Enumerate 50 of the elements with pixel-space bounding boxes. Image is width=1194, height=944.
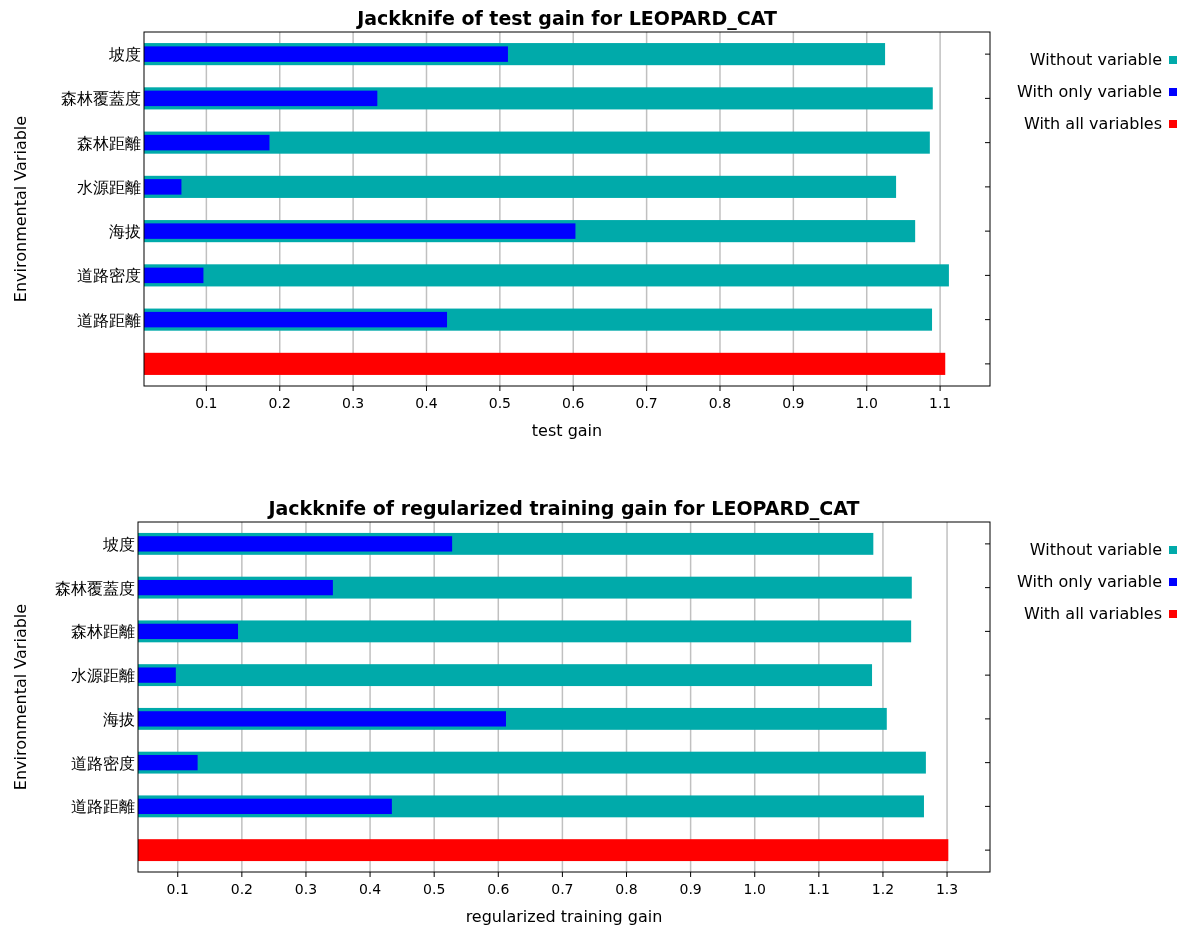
y-tick-label: 海拔 (103, 709, 135, 729)
x-tick-label: 1.0 (855, 395, 878, 411)
x-tick-label: 1.2 (871, 881, 895, 897)
x-tick-label: 0.1 (195, 395, 218, 411)
x-tick-label: 0.1 (166, 881, 189, 897)
y-tick-label: 坡度 (102, 534, 135, 554)
legend-label: With all variables (1023, 604, 1162, 623)
y-axis-title: Environmental Variable (11, 603, 30, 791)
x-tick-label: 0.5 (423, 881, 446, 897)
x-tick-label: 0.6 (487, 881, 510, 897)
y-tick-label: 森林距離 (71, 622, 135, 642)
x-tick-label: 0.4 (415, 395, 438, 411)
y-tick-label: 森林覆蓋度 (55, 578, 135, 598)
y-tick-label: 森林距離 (77, 133, 141, 153)
x-tick-label: 1.1 (807, 881, 830, 897)
y-tick-label: 坡度 (108, 45, 141, 65)
x-tick-label: 0.6 (562, 395, 585, 411)
x-tick-label: 0.8 (708, 395, 732, 411)
y-tick-label: 道路距離 (71, 797, 135, 817)
legend-label: Without variable (1029, 50, 1162, 69)
y-tick-label: 道路密度 (77, 266, 141, 286)
x-tick-label: 0.9 (679, 881, 702, 897)
x-tick-label: 0.7 (551, 881, 574, 897)
y-tick-label: 水源距離 (71, 666, 135, 686)
x-tick-label: 0.7 (635, 395, 658, 411)
legend-label: Without variable (1029, 540, 1162, 559)
x-tick-label: 0.4 (358, 881, 382, 897)
y-axis-title: Environmental Variable (11, 115, 30, 303)
legend-label: With only variable (1017, 82, 1162, 101)
y-tick-label: 道路距離 (77, 310, 141, 330)
legend-label: With all variables (1023, 114, 1162, 133)
x-tick-label: 0.5 (488, 395, 511, 411)
x-tick-label: 0.3 (341, 395, 365, 411)
x-tick-label: 1.0 (743, 881, 766, 897)
x-tick-label: 0.3 (294, 881, 318, 897)
y-tick-label: 水源距離 (77, 177, 141, 197)
y-tick-label: 海拔 (109, 222, 141, 242)
x-tick-label: 0.9 (782, 395, 805, 411)
chart-title: Jackknife of test gain for LEOPARD_CAT (355, 7, 777, 30)
x-tick-label: 1.3 (935, 881, 959, 897)
x-tick-label: 0.2 (230, 881, 253, 897)
chart-title: Jackknife of regularized training gain for LEOPARD_CAT (266, 497, 860, 520)
x-tick-label: 0.8 (615, 881, 638, 897)
x-axis-title: test gain (531, 421, 603, 440)
y-tick-label: 森林覆蓋度 (61, 89, 141, 109)
x-tick-label: 1.1 (928, 395, 952, 411)
x-axis-title: regularized training gain (465, 907, 663, 926)
y-tick-label: 道路密度 (71, 753, 135, 773)
legend-label: With only variable (1017, 572, 1162, 591)
x-tick-label: 0.2 (268, 395, 291, 411)
